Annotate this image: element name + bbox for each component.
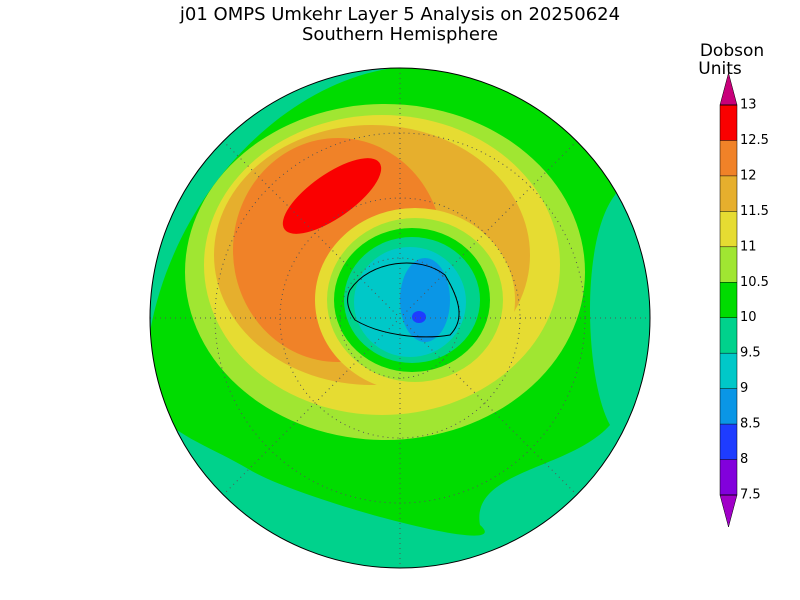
subtitle: Southern Hemisphere xyxy=(302,24,498,45)
colorbar-label: Dobson xyxy=(700,41,764,61)
colorbar-tick-label: 13 xyxy=(740,98,757,113)
colorbar-tick-label: 12 xyxy=(740,168,757,183)
colorbar-band xyxy=(720,459,737,495)
colorbar-band xyxy=(720,140,737,176)
colorbar-tick-label: 12.5 xyxy=(740,133,769,148)
colorbar-band xyxy=(720,317,737,354)
colorbar-band xyxy=(720,388,737,425)
colorbar-band xyxy=(720,353,737,389)
contour xyxy=(412,311,426,323)
colorbar-band xyxy=(720,105,737,141)
colorbar-band xyxy=(720,424,737,460)
colorbar-tick-label: 11.5 xyxy=(740,204,769,219)
colorbar: 7.5 8 8.5 9 9.5 10 10.5 11 11.5 12 12.5 13 xyxy=(719,72,769,528)
colorbar-tick-label: 10 xyxy=(740,310,757,325)
colorbar-tick-label: 7.5 xyxy=(740,488,761,503)
colorbar-under xyxy=(719,494,738,528)
colorbar-label: Units xyxy=(698,59,742,79)
colorbar-tick-label: 8 xyxy=(740,452,748,467)
colorbar-tick-label: 8.5 xyxy=(740,417,761,432)
title: j01 OMPS Umkehr Layer 5 Analysis on 2025… xyxy=(179,4,620,25)
colorbar-tick-label: 11 xyxy=(740,239,757,254)
map xyxy=(150,68,650,568)
colorbar-tick-label: 9.5 xyxy=(740,346,761,361)
colorbar-tick-label: 9 xyxy=(740,381,748,396)
map-border xyxy=(149,67,651,569)
colorbar-band xyxy=(720,246,737,283)
contour xyxy=(282,158,382,234)
colorbar-band xyxy=(720,282,737,318)
colorbar-tick-label: 10.5 xyxy=(740,275,769,290)
colorbar-band xyxy=(720,211,737,247)
colorbar-band xyxy=(720,175,737,212)
contour xyxy=(400,258,450,342)
